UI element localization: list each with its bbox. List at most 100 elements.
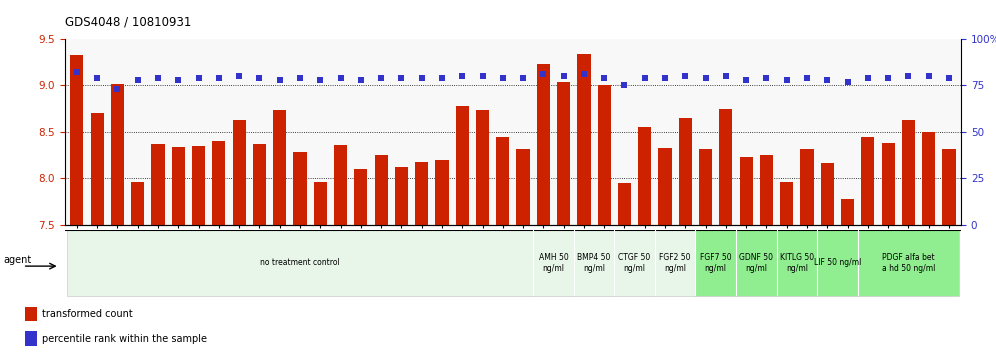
Point [738, 77, 754, 82]
Bar [901, 120, 915, 225]
Bar [476, 109, 489, 225]
Bar [841, 199, 855, 225]
Bar [212, 141, 225, 225]
Bar [922, 132, 935, 225]
Point [799, 75, 815, 81]
Text: LIF 50 ng/ml: LIF 50 ng/ml [814, 258, 862, 267]
Point [779, 77, 795, 82]
Point [860, 75, 875, 81]
Bar [455, 106, 469, 225]
Text: PDGF alfa bet
a hd 50 ng/ml: PDGF alfa bet a hd 50 ng/ml [881, 253, 935, 273]
Bar [91, 113, 104, 225]
Text: GDS4048 / 10810931: GDS4048 / 10810931 [65, 16, 191, 29]
Bar [801, 149, 814, 225]
Bar [67, 230, 533, 296]
Point [576, 72, 592, 77]
Bar [598, 85, 611, 225]
Point [231, 73, 247, 79]
Point [677, 73, 693, 79]
Point [454, 73, 470, 79]
Point [353, 77, 369, 82]
Bar [638, 127, 651, 225]
Bar [780, 182, 794, 225]
Point [90, 75, 106, 81]
Point [840, 79, 856, 85]
Point [474, 73, 490, 79]
Bar [942, 149, 955, 225]
Point [636, 75, 652, 81]
Point [413, 75, 429, 81]
Bar [496, 137, 509, 225]
Point [211, 75, 227, 81]
Bar [740, 157, 753, 225]
Bar [578, 54, 591, 225]
Text: agent: agent [3, 255, 32, 264]
Point [556, 73, 572, 79]
Bar [314, 182, 327, 225]
Point [718, 73, 734, 79]
Point [617, 82, 632, 88]
Bar [151, 144, 164, 225]
Text: AMH 50
ng/ml: AMH 50 ng/ml [539, 253, 569, 273]
Point [759, 75, 775, 81]
Bar [533, 230, 574, 296]
Text: no treatment control: no treatment control [260, 258, 340, 267]
Bar [574, 230, 615, 296]
Text: transformed count: transformed count [42, 309, 133, 319]
Point [69, 69, 85, 75]
Bar [334, 145, 348, 225]
Point [129, 77, 145, 82]
Point [393, 75, 409, 81]
Bar [253, 144, 266, 225]
Bar [374, 155, 387, 225]
Bar [232, 120, 246, 225]
Point [941, 75, 957, 81]
Bar [699, 149, 712, 225]
Bar [131, 182, 144, 225]
Point [313, 77, 329, 82]
Bar [658, 148, 671, 225]
Point [170, 77, 186, 82]
Bar [557, 82, 571, 225]
Bar [736, 230, 777, 296]
Text: percentile rank within the sample: percentile rank within the sample [42, 334, 207, 344]
Bar [615, 230, 655, 296]
Bar [719, 109, 732, 225]
Bar [192, 146, 205, 225]
Bar [817, 230, 858, 296]
Bar [821, 164, 834, 225]
Bar [517, 149, 530, 225]
Bar [355, 169, 368, 225]
Point [374, 75, 389, 81]
Bar [111, 85, 124, 225]
Point [292, 75, 308, 81]
Point [251, 75, 267, 81]
Point [920, 73, 936, 79]
Text: CTGF 50
ng/ml: CTGF 50 ng/ml [619, 253, 650, 273]
Text: GDNF 50
ng/ml: GDNF 50 ng/ml [739, 253, 773, 273]
Bar [858, 230, 959, 296]
Point [110, 86, 125, 92]
Bar [273, 109, 286, 225]
Point [495, 75, 511, 81]
Text: BMP4 50
ng/ml: BMP4 50 ng/ml [578, 253, 611, 273]
Text: FGF7 50
ng/ml: FGF7 50 ng/ml [700, 253, 731, 273]
Point [536, 72, 552, 77]
Bar [394, 167, 408, 225]
Bar [678, 118, 692, 225]
Point [272, 77, 288, 82]
Bar [862, 137, 874, 225]
Bar [435, 160, 448, 225]
Bar [695, 230, 736, 296]
Point [597, 75, 613, 81]
Bar [618, 183, 631, 225]
Bar [294, 152, 307, 225]
Bar [537, 64, 550, 225]
Bar [777, 230, 817, 296]
Point [333, 75, 349, 81]
Point [820, 77, 836, 82]
Point [150, 75, 166, 81]
Point [900, 73, 916, 79]
Point [515, 75, 531, 81]
Point [697, 75, 713, 81]
